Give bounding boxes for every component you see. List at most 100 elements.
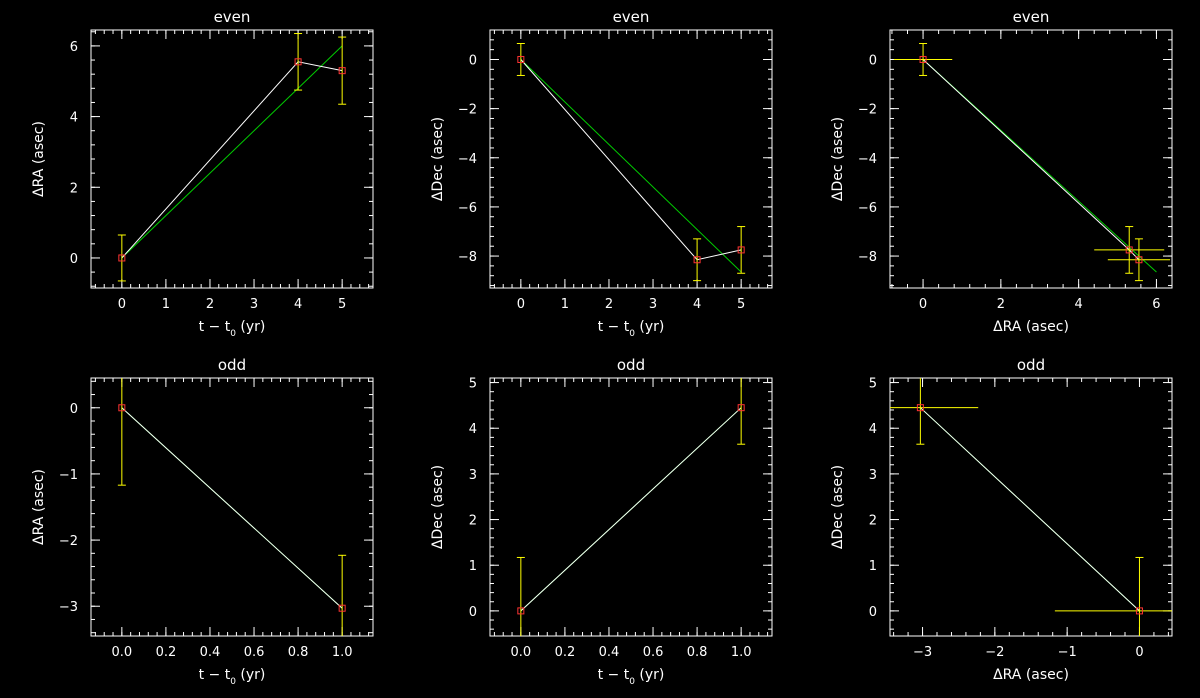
panel-title: even [214, 8, 251, 26]
y-tick-label: 4 [869, 422, 877, 437]
y-tick-label: −2 [458, 103, 477, 118]
y-tick-label: 5 [469, 377, 477, 392]
panel-title: even [613, 8, 650, 26]
data-point [338, 67, 346, 75]
x-tick-label: 2 [997, 297, 1005, 312]
x-tick-label: 0.4 [599, 645, 620, 660]
data-point [1135, 256, 1143, 264]
x-tick-label: 4 [1075, 297, 1083, 312]
x-tick-label: 0.2 [555, 645, 576, 660]
y-tick-label: 0 [70, 402, 78, 417]
data-line [121, 407, 343, 609]
data-line [920, 407, 1140, 612]
x-tick-label: 0 [517, 297, 525, 312]
panel-5: 0.0 0.2 0.4 0.6 0.8 1.0 0 1 2 3 4 5 odd t − t0 (yr) ΔD… [430, 356, 773, 687]
y-axis-label: ΔDec (asec) [430, 117, 446, 201]
x-tick-label: 0.8 [687, 645, 708, 660]
y-axis-label: ΔRA (asec) [31, 469, 47, 545]
x-tick-label: −2 [985, 645, 1004, 660]
data-line [922, 59, 1140, 261]
x-tick-label: 5 [338, 297, 346, 312]
plot-area [516, 43, 746, 282]
x-axis-label: ΔRA (asec) [993, 667, 1069, 683]
panel-4: 0.0 0.2 0.4 0.6 0.8 1.0 −3 −2 −1 0 odd t − t0 (yr) Δ… [31, 356, 374, 687]
x-tick-label: 4 [693, 297, 701, 312]
data-line [520, 407, 742, 612]
y-tick-label: 1 [469, 559, 477, 574]
plot-area [117, 378, 347, 636]
x-tick-label: 2 [206, 297, 214, 312]
data-line [520, 59, 742, 261]
x-axis-label: t − t0 (yr) [598, 667, 665, 687]
data-point [338, 604, 346, 612]
data-point [737, 246, 745, 254]
data-point [517, 607, 525, 615]
x-axis-label: t − t0 (yr) [199, 319, 266, 339]
y-tick-label: −4 [858, 152, 877, 167]
x-axis-label: ΔRA (asec) [993, 319, 1069, 335]
y-tick-label: −6 [858, 201, 877, 216]
x-tick-label: 0.6 [244, 645, 265, 660]
x-tick-label: 0 [1135, 645, 1143, 660]
x-tick-label: 3 [649, 297, 657, 312]
x-tick-label: −3 [913, 645, 932, 660]
y-tick-label: −1 [59, 468, 78, 483]
x-tick-label: 1 [162, 297, 170, 312]
x-tick-label: 0 [118, 297, 126, 312]
panel-title: odd [617, 356, 645, 374]
x-tick-label: 0.8 [288, 645, 309, 660]
panel-title: odd [1017, 356, 1045, 374]
x-tick-label: 3 [250, 297, 258, 312]
x-tick-label: 0.2 [156, 645, 177, 660]
y-tick-label: −3 [59, 600, 78, 615]
x-tick-label: 0.0 [112, 645, 133, 660]
y-axis-label: ΔDec (asec) [830, 465, 846, 549]
y-tick-label: −4 [458, 152, 477, 167]
panel-1: 0 1 2 3 4 5 0 2 4 6 even t − t0 (yr) ΔRA (asec) [31, 8, 374, 339]
y-tick-label: 0 [70, 252, 78, 267]
data-point [1135, 607, 1143, 615]
y-axis-label: ΔDec (asec) [430, 465, 446, 549]
y-tick-label: 3 [469, 468, 477, 483]
y-axis-label: ΔDec (asec) [830, 117, 846, 201]
x-axis-label: t − t0 (yr) [199, 667, 266, 687]
y-tick-label: −8 [458, 250, 477, 265]
y-tick-label: 2 [469, 514, 477, 529]
fit-line [520, 59, 742, 273]
panel-title: even [1013, 8, 1050, 26]
plot-area [117, 33, 347, 282]
axes-frame [889, 29, 1173, 289]
panel-2: 0 1 2 3 4 5 −8 −6 −4 −2 0 even t − t0 (yr) ΔDec (asec… [430, 8, 773, 339]
x-tick-label: 0 [919, 297, 927, 312]
data-point [118, 404, 126, 412]
x-tick-label: 1.0 [332, 645, 353, 660]
x-tick-label: 0.4 [200, 645, 221, 660]
fit-line [121, 45, 343, 259]
y-tick-label: 0 [869, 53, 877, 68]
x-tick-label: 2 [605, 297, 613, 312]
x-tick-label: 1 [561, 297, 569, 312]
y-tick-label: 2 [869, 514, 877, 529]
y-tick-label: 4 [469, 422, 477, 437]
y-tick-label: −2 [858, 103, 877, 118]
y-tick-label: −6 [458, 201, 477, 216]
y-tick-label: 6 [70, 40, 78, 55]
axes-frame [889, 377, 1173, 637]
x-tick-label: −1 [1058, 645, 1077, 660]
plot-area [890, 378, 1172, 636]
data-point [737, 404, 745, 412]
data-point [916, 404, 924, 412]
data-point [294, 58, 302, 66]
y-tick-label: 1 [869, 559, 877, 574]
x-tick-label: 0.6 [643, 645, 664, 660]
panel-3: 0 2 4 6 −8 −6 −4 −2 0 even ΔRA (asec) ΔDec (asec) [830, 8, 1173, 335]
plot-area [516, 378, 746, 636]
data-point [1125, 246, 1133, 254]
x-tick-label: 4 [294, 297, 302, 312]
panel-title: odd [218, 356, 246, 374]
data-point [919, 55, 927, 63]
y-tick-label: 0 [869, 605, 877, 620]
y-tick-label: −2 [59, 534, 78, 549]
y-tick-label: 3 [869, 468, 877, 483]
